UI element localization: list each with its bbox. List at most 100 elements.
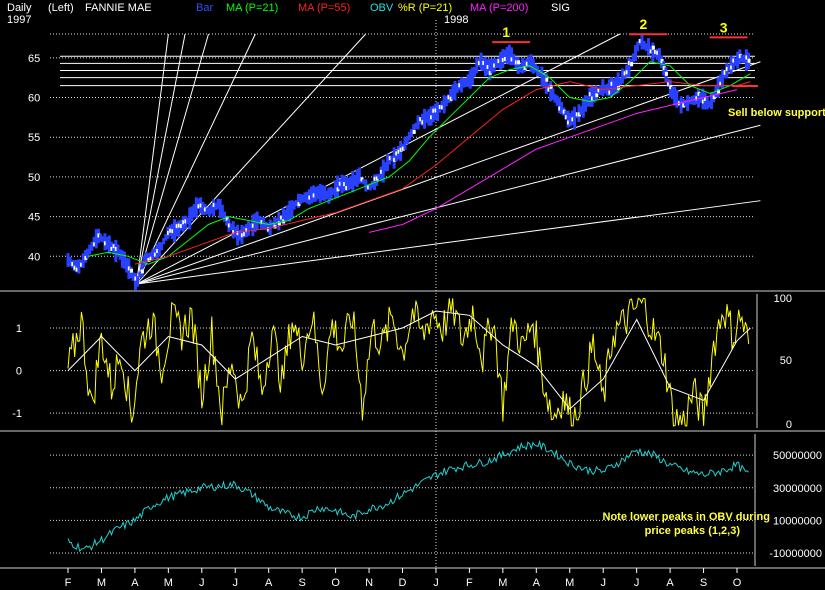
price-bar <box>357 167 361 184</box>
bar-tick <box>434 108 438 113</box>
price-bar <box>462 78 466 88</box>
price-bar <box>201 201 205 216</box>
price-bar <box>299 193 303 204</box>
price-bar <box>86 248 90 259</box>
bar-tick <box>227 223 231 228</box>
bar-tick <box>523 65 527 70</box>
price-bar <box>351 170 355 193</box>
price-bar <box>238 230 242 241</box>
month-tick-label: J <box>199 577 205 589</box>
price-bar <box>301 194 305 203</box>
bar-tick <box>595 93 599 98</box>
bar-tick <box>438 104 442 109</box>
bar-tick <box>549 84 553 89</box>
price-tick-label: 65 <box>28 53 40 65</box>
bar-tick <box>627 60 631 65</box>
legend-percent-r: %R (P=21) <box>398 2 453 14</box>
bar-tick <box>75 267 79 272</box>
price-bar <box>710 92 714 110</box>
bar-tick <box>610 81 614 86</box>
price-bar <box>425 111 429 123</box>
price-bar <box>164 233 168 241</box>
price-bar <box>631 53 635 62</box>
fan-line <box>136 33 209 285</box>
axis-side-label: (Left) <box>48 2 74 14</box>
price-bar <box>542 73 546 89</box>
price-bar <box>505 46 509 64</box>
bar-tick <box>84 255 88 260</box>
price-bar <box>68 256 72 267</box>
overlay-ma-p-21- <box>88 61 751 265</box>
price-bar <box>336 175 340 199</box>
price-bar <box>88 244 92 255</box>
price-bar <box>138 271 142 278</box>
price-bar <box>642 40 646 50</box>
price-bar <box>277 211 281 231</box>
bar-tick <box>697 91 701 96</box>
price-bar <box>557 97 561 114</box>
fan-line <box>136 61 761 285</box>
price-bar <box>512 53 516 66</box>
month-tick-label: O <box>331 577 340 589</box>
price-bar <box>442 95 446 114</box>
price-bar <box>123 251 127 269</box>
bar-tick <box>212 202 216 207</box>
obv-tick-label: 50000000 <box>773 450 822 462</box>
month-tick-label: F <box>466 577 473 589</box>
bar-tick <box>243 232 247 237</box>
price-bar <box>229 223 233 231</box>
bar-tick <box>395 151 399 156</box>
percent-r-right-tick: 0 <box>786 419 792 431</box>
price-tick-label: 50 <box>28 172 40 184</box>
price-bar <box>531 58 535 74</box>
bar-tick <box>375 176 379 181</box>
price-bar <box>733 57 737 66</box>
price-bar <box>346 178 350 191</box>
bar-tick <box>343 182 347 187</box>
price-bar <box>188 207 192 230</box>
bar-tick <box>732 58 736 63</box>
bar-tick <box>514 60 518 65</box>
price-bar <box>549 80 553 102</box>
price-bar <box>440 100 444 110</box>
price-bar <box>420 113 424 126</box>
price-bar <box>66 253 70 267</box>
price-bar <box>579 106 583 115</box>
bar-tick <box>588 92 592 97</box>
price-bar <box>294 200 298 207</box>
overlay-ma-p-200- <box>368 89 738 233</box>
price-bar <box>216 198 220 209</box>
bar-tick <box>504 57 508 62</box>
legend-ma200: MA (P=200) <box>470 2 529 14</box>
price-bar <box>257 215 261 225</box>
bar-tick <box>393 157 397 162</box>
price-bar <box>670 86 674 100</box>
price-bar <box>207 206 211 217</box>
bar-tick <box>590 96 594 101</box>
bar-tick <box>577 112 581 117</box>
price-bar <box>159 242 163 251</box>
peak-label-3: 3 <box>720 19 728 35</box>
price-bar <box>101 236 105 243</box>
month-tick-label: O <box>733 577 742 589</box>
price-bar <box>190 206 194 221</box>
price-bar <box>414 122 418 130</box>
bar-tick <box>630 62 634 67</box>
price-bar <box>483 57 487 77</box>
month-tick-label: S <box>700 577 707 589</box>
bar-tick <box>203 207 207 212</box>
month-tick-label: J <box>233 577 239 589</box>
price-bar <box>116 244 120 257</box>
price-bar <box>592 86 596 103</box>
percent-r-tick-label: -1 <box>12 408 22 420</box>
bar-tick <box>419 117 423 122</box>
bar-tick <box>236 231 240 236</box>
price-bar <box>599 84 603 96</box>
price-bar <box>381 159 385 183</box>
obv-line <box>67 439 750 553</box>
obv-annotation-line: price peaks (1,2,3) <box>645 525 741 537</box>
fan-line <box>136 33 367 285</box>
month-tick-label: S <box>298 577 305 589</box>
bar-tick <box>649 49 653 54</box>
